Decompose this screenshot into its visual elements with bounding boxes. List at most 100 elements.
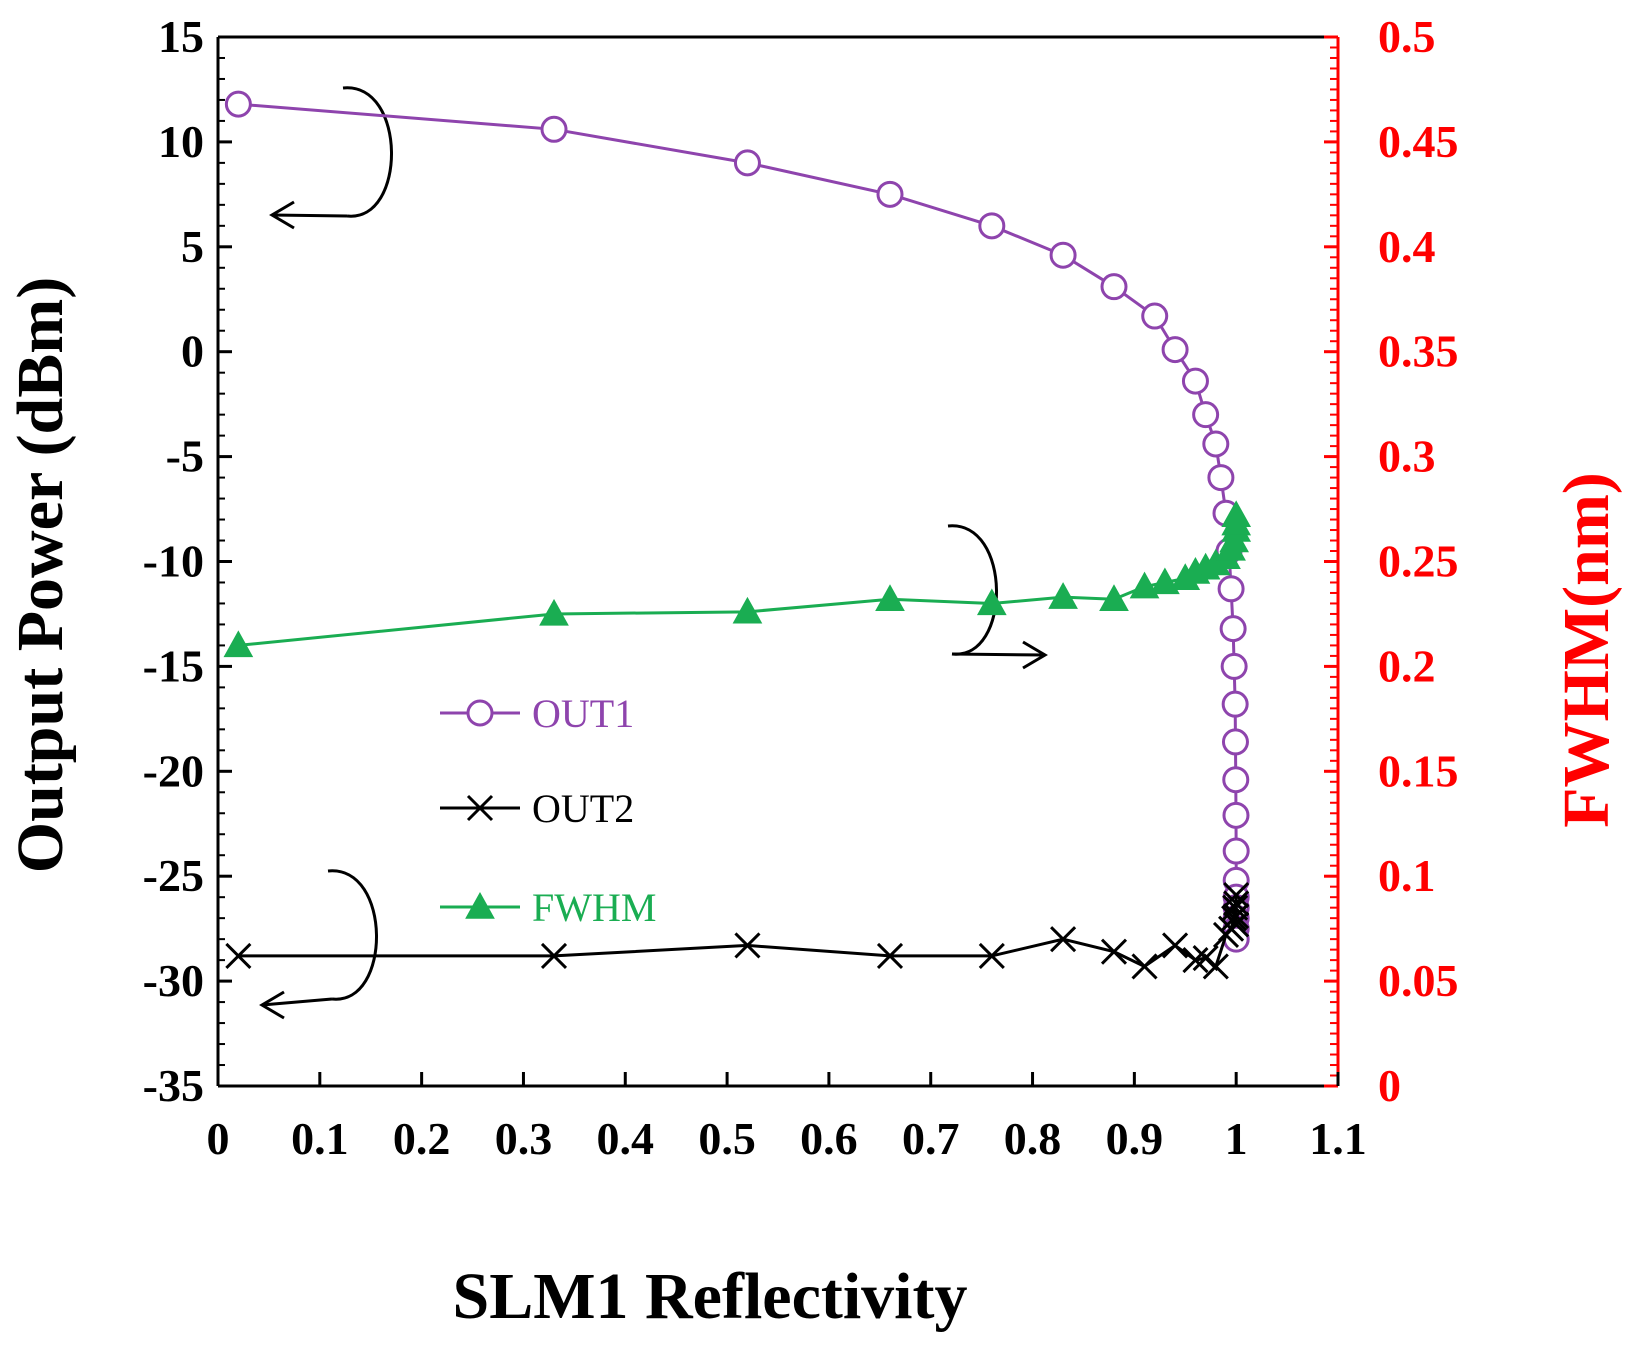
y2-tick-label: 0.45 xyxy=(1378,116,1459,167)
y2-axis-title: FWHM(nm) xyxy=(1550,472,1623,828)
out1-data-point xyxy=(224,90,252,118)
annotation-arrow-out1-loop xyxy=(342,86,393,218)
out2-data-point xyxy=(1162,932,1189,959)
legend: OUT1 OUT2 FWHM xyxy=(440,691,656,930)
out2-data-point xyxy=(734,932,761,959)
fwhm-data-point xyxy=(875,584,905,611)
annotation-arrow-fwhm-head xyxy=(1022,640,1048,670)
y2-tick-label: 0.15 xyxy=(1378,745,1459,796)
out1-series-line xyxy=(238,102,1238,940)
axes: 151050-5-10-15-20-25-30-350.50.450.40.35… xyxy=(143,11,1459,1164)
out1-data-point xyxy=(1207,464,1235,492)
out2-data-point xyxy=(1100,938,1128,965)
legend-out1-label: OUT1 xyxy=(532,691,634,736)
x-axis-title: SLM1 Reflectivity xyxy=(452,1260,967,1333)
y-tick-label: 10 xyxy=(158,116,204,167)
out2-data-point xyxy=(1050,926,1077,953)
out2-data-point xyxy=(1202,953,1229,980)
y-axis-title: Output Power (dBm) xyxy=(4,277,77,873)
y2-tick-label: 0.35 xyxy=(1378,326,1459,377)
x-tick-label: 0.5 xyxy=(698,1113,756,1164)
out1-data-point xyxy=(1100,273,1128,301)
y-tick-label: 15 xyxy=(158,11,204,62)
y-tick-label: -30 xyxy=(143,955,204,1006)
out1-data-point xyxy=(1222,766,1250,794)
annotation-arrow-out2-loop xyxy=(327,869,378,1001)
out1-data-point xyxy=(1221,728,1249,756)
annotation-arrow-out1-head xyxy=(269,200,295,230)
y2-tick-label: 0.5 xyxy=(1378,11,1436,62)
y-tick-label: -10 xyxy=(143,536,204,587)
y2-tick-label: 0 xyxy=(1378,1060,1401,1111)
fwhm-data-point xyxy=(1048,582,1078,609)
y2-tick-label: 0.25 xyxy=(1378,536,1459,587)
x-tick-label: 0.2 xyxy=(393,1113,451,1164)
x-tick-label: 1 xyxy=(1225,1113,1248,1164)
y-tick-label: 0 xyxy=(181,326,204,377)
legend-fwhm-marker xyxy=(465,891,495,919)
y-tick-label: -35 xyxy=(143,1060,204,1111)
annotation-arrows xyxy=(259,86,1048,1020)
fwhm-data-point xyxy=(732,596,763,624)
fwhm-data-point xyxy=(539,598,569,626)
out1-data-point xyxy=(1202,430,1230,458)
annotation-arrow-out2-head xyxy=(259,990,285,1020)
x-tick-label: 0 xyxy=(207,1113,230,1164)
x-tick-label: 1.1 xyxy=(1309,1113,1367,1164)
out2-data-point xyxy=(1182,947,1209,974)
out1-data-point xyxy=(1192,401,1220,429)
out2-data-point xyxy=(1223,882,1250,909)
y-tick-label: 5 xyxy=(181,221,204,272)
out1-data-point xyxy=(1221,690,1249,718)
x-tick-label: 0.1 xyxy=(291,1113,349,1164)
out1-data-point xyxy=(1161,336,1189,364)
out1-data-point xyxy=(1219,615,1247,643)
x-tick-label: 0.6 xyxy=(800,1113,858,1164)
y-tick-label: -15 xyxy=(143,640,204,691)
out1-data-point xyxy=(1222,837,1250,865)
y2-tick-label: 0.1 xyxy=(1378,850,1436,901)
out2-data-point xyxy=(1223,890,1250,917)
out2-data-point xyxy=(876,942,904,969)
legend-fwhm-label: FWHM xyxy=(532,885,656,930)
out1-data-point xyxy=(876,180,904,208)
fwhm-data-point xyxy=(223,630,254,658)
out1-data-point xyxy=(1220,652,1248,680)
series-layer xyxy=(223,90,1252,980)
x-tick-label: 0.8 xyxy=(1004,1113,1062,1164)
fwhm-data-point xyxy=(1099,584,1129,611)
x-tick-label: 0.4 xyxy=(597,1113,655,1164)
legend-out1-marker xyxy=(466,699,494,727)
out1-data-point xyxy=(733,149,761,177)
annotation-arrow-out1-shaft xyxy=(271,213,348,218)
out1-data-point xyxy=(978,212,1006,240)
out1-data-point xyxy=(1049,241,1077,269)
out2-data-point xyxy=(225,942,252,969)
annotation-arrow-out2-shaft xyxy=(261,997,333,1007)
out2-data-point xyxy=(1131,953,1158,980)
fwhm-data-point xyxy=(1221,500,1252,528)
legend-out2-marker xyxy=(466,794,494,822)
out2-data-point xyxy=(1223,911,1250,938)
y2-tick-label: 0.3 xyxy=(1378,431,1436,482)
x-tick-label: 0.9 xyxy=(1106,1113,1164,1164)
out2-data-point xyxy=(1223,903,1250,930)
out2-data-point xyxy=(978,942,1005,969)
legend-out2-label: OUT2 xyxy=(532,786,634,831)
x-tick-label: 0.3 xyxy=(495,1113,553,1164)
annotation-arrow-out1 xyxy=(269,86,393,230)
y2-tick-label: 0.2 xyxy=(1378,640,1436,691)
out1-data-point xyxy=(1217,575,1245,603)
fwhm-data-point xyxy=(976,588,1007,616)
y-tick-label: -20 xyxy=(143,745,204,796)
annotation-arrow-fwhm-loop xyxy=(947,524,998,656)
y2-tick-label: 0.4 xyxy=(1378,221,1436,272)
y-tick-label: -5 xyxy=(166,431,204,482)
y2-tick-label: 0.05 xyxy=(1378,955,1459,1006)
out1-data-point xyxy=(1222,801,1250,829)
x-tick-label: 0.7 xyxy=(902,1113,960,1164)
fwhm-series-line xyxy=(238,515,1238,647)
out2-data-point xyxy=(540,942,568,969)
annotation-arrow-fwhm xyxy=(947,524,1048,670)
